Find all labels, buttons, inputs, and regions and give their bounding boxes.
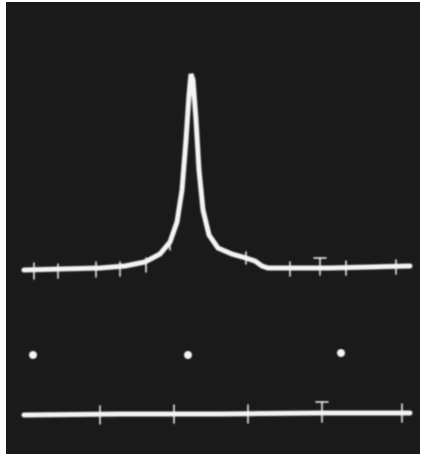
dot <box>29 351 37 359</box>
screen-background <box>6 2 420 454</box>
dot <box>337 349 345 357</box>
dot <box>184 351 192 359</box>
baseline-trace <box>24 413 410 415</box>
